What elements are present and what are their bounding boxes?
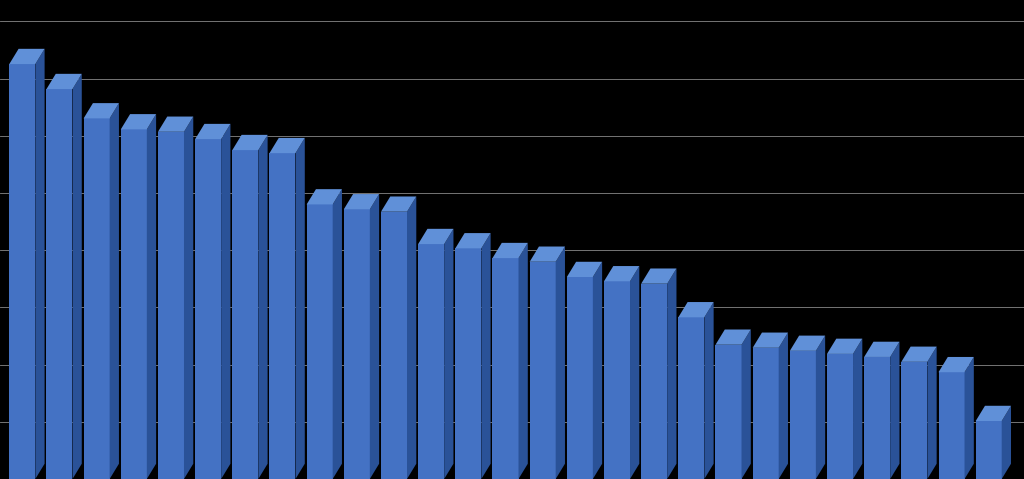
Polygon shape xyxy=(456,233,490,248)
Polygon shape xyxy=(258,135,267,479)
Polygon shape xyxy=(381,196,417,212)
Polygon shape xyxy=(678,317,705,479)
Polygon shape xyxy=(939,357,974,372)
Polygon shape xyxy=(418,244,444,479)
Polygon shape xyxy=(827,354,853,479)
Polygon shape xyxy=(678,302,714,317)
Polygon shape xyxy=(73,74,82,479)
Polygon shape xyxy=(827,339,862,354)
Polygon shape xyxy=(529,247,565,262)
Polygon shape xyxy=(196,124,230,139)
Polygon shape xyxy=(901,347,937,362)
Polygon shape xyxy=(890,342,899,479)
Polygon shape xyxy=(269,153,296,479)
Polygon shape xyxy=(481,233,490,479)
Polygon shape xyxy=(641,284,668,479)
Polygon shape xyxy=(753,332,788,348)
Polygon shape xyxy=(976,406,1011,421)
Polygon shape xyxy=(864,342,899,357)
Polygon shape xyxy=(158,116,194,132)
Polygon shape xyxy=(418,229,454,244)
Polygon shape xyxy=(753,348,778,479)
Polygon shape xyxy=(864,357,890,479)
Polygon shape xyxy=(344,194,379,209)
Polygon shape xyxy=(1001,406,1011,479)
Polygon shape xyxy=(184,116,194,479)
Polygon shape xyxy=(84,118,110,479)
Polygon shape xyxy=(146,114,156,479)
Polygon shape xyxy=(965,357,974,479)
Polygon shape xyxy=(344,209,370,479)
Polygon shape xyxy=(9,64,35,479)
Polygon shape xyxy=(121,114,156,129)
Polygon shape xyxy=(567,277,593,479)
Polygon shape xyxy=(110,103,119,479)
Polygon shape xyxy=(493,258,518,479)
Polygon shape xyxy=(604,281,630,479)
Polygon shape xyxy=(556,247,565,479)
Polygon shape xyxy=(716,345,741,479)
Polygon shape xyxy=(790,351,816,479)
Polygon shape xyxy=(604,266,639,281)
Polygon shape xyxy=(46,74,82,89)
Polygon shape xyxy=(158,132,184,479)
Polygon shape xyxy=(928,347,937,479)
Polygon shape xyxy=(901,362,928,479)
Polygon shape xyxy=(35,49,45,479)
Polygon shape xyxy=(9,49,45,64)
Polygon shape xyxy=(529,262,556,479)
Polygon shape xyxy=(269,138,305,153)
Polygon shape xyxy=(705,302,714,479)
Polygon shape xyxy=(593,262,602,479)
Polygon shape xyxy=(407,196,417,479)
Polygon shape xyxy=(816,336,825,479)
Polygon shape xyxy=(939,372,965,479)
Polygon shape xyxy=(853,339,862,479)
Polygon shape xyxy=(493,243,527,258)
Polygon shape xyxy=(716,330,751,345)
Polygon shape xyxy=(333,189,342,479)
Polygon shape xyxy=(306,189,342,205)
Polygon shape xyxy=(196,139,221,479)
Polygon shape xyxy=(518,243,527,479)
Polygon shape xyxy=(790,336,825,351)
Polygon shape xyxy=(630,266,639,479)
Polygon shape xyxy=(232,135,267,150)
Polygon shape xyxy=(778,332,788,479)
Polygon shape xyxy=(370,194,379,479)
Polygon shape xyxy=(232,150,258,479)
Polygon shape xyxy=(306,205,333,479)
Polygon shape xyxy=(456,248,481,479)
Polygon shape xyxy=(121,129,146,479)
Polygon shape xyxy=(84,103,119,118)
Polygon shape xyxy=(641,269,677,284)
Polygon shape xyxy=(976,421,1001,479)
Polygon shape xyxy=(46,89,73,479)
Polygon shape xyxy=(296,138,305,479)
Polygon shape xyxy=(741,330,751,479)
Polygon shape xyxy=(444,229,454,479)
Polygon shape xyxy=(567,262,602,277)
Polygon shape xyxy=(668,269,677,479)
Polygon shape xyxy=(381,212,407,479)
Polygon shape xyxy=(221,124,230,479)
